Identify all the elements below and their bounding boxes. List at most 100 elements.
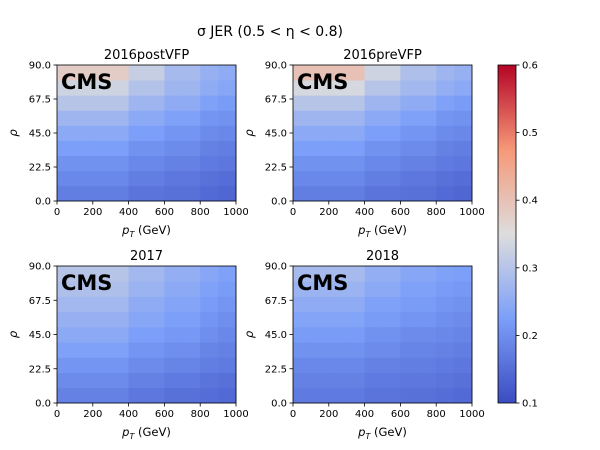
x-tick-label: 400 xyxy=(119,409,138,420)
heatmap-cell xyxy=(310,80,330,96)
heatmap-cell xyxy=(454,155,473,172)
heatmap-cell xyxy=(146,296,165,313)
heatmap-cell xyxy=(110,372,129,389)
y-tick-label: 45.0 xyxy=(265,330,287,341)
x-tick-label: 1000 xyxy=(459,207,484,218)
heatmap-cell xyxy=(436,342,455,358)
heatmap-cell xyxy=(200,140,219,157)
heatmap-cell xyxy=(200,296,219,313)
heatmap-cell xyxy=(74,311,94,328)
heatmap-cell xyxy=(92,140,112,157)
heatmap-cell xyxy=(346,110,365,126)
heatmap-cell xyxy=(364,387,383,404)
x-tick-label: 400 xyxy=(355,409,374,420)
x-tick-label: 0 xyxy=(290,207,296,218)
heatmap-cell xyxy=(418,155,437,172)
heatmap-cell xyxy=(57,185,76,202)
heatmap-cell xyxy=(128,372,147,389)
heatmap-cell xyxy=(328,281,348,297)
heatmap-cell xyxy=(382,357,401,373)
heatmap-cell xyxy=(110,281,129,297)
y-tick-label: 0.0 xyxy=(271,399,287,410)
heatmap-cell xyxy=(400,296,419,313)
heatmap-cell xyxy=(200,170,219,187)
heatmap-cell xyxy=(436,80,455,96)
heatmap-cell xyxy=(164,342,183,358)
heatmap-cell xyxy=(364,80,383,96)
cms-label: CMS xyxy=(61,70,112,94)
heatmap-cell xyxy=(293,80,312,96)
heatmap-cell xyxy=(310,266,330,282)
heatmap-cell xyxy=(182,80,201,96)
x-tick-label: 800 xyxy=(191,207,210,218)
x-tick-label: 1000 xyxy=(459,409,484,420)
heatmap-cell xyxy=(74,185,94,202)
heatmap-cell xyxy=(200,372,219,389)
heatmap-cell xyxy=(200,185,219,202)
heatmap-cell xyxy=(110,326,129,343)
heatmap-cell xyxy=(146,387,165,404)
heatmap-cell xyxy=(418,296,437,313)
heatmap-cell xyxy=(128,357,147,373)
heatmap-cell xyxy=(382,387,401,404)
heatmap-cell xyxy=(74,170,94,187)
heatmap-cell xyxy=(364,372,383,389)
y-tick-label: 45.0 xyxy=(29,330,51,341)
heatmap-cell xyxy=(218,311,237,328)
colorbar-gradient xyxy=(498,65,516,403)
heatmap-cell xyxy=(57,296,76,313)
heatmap-cell xyxy=(436,140,455,157)
heatmap-cell xyxy=(310,110,330,126)
heatmap-cell xyxy=(200,266,219,282)
heatmap-cell xyxy=(110,185,129,202)
heatmap-cell xyxy=(418,387,437,404)
y-tick-label: 45.0 xyxy=(265,129,287,140)
heatmap-cell xyxy=(418,65,437,81)
heatmap-cell xyxy=(436,266,455,282)
heatmap-cell xyxy=(74,296,94,313)
heatmap-cell xyxy=(364,311,383,328)
x-axis-label: pT (GeV) xyxy=(121,223,171,239)
heatmap-cell xyxy=(128,296,147,313)
heatmap-cell xyxy=(57,65,76,81)
heatmap-cell xyxy=(128,155,147,172)
heatmap-cell xyxy=(400,357,419,373)
heatmap-cell xyxy=(310,185,330,202)
heatmap-cell xyxy=(400,372,419,389)
heatmap-cell xyxy=(164,140,183,157)
heatmap-cell xyxy=(436,311,455,328)
heatmap-cell xyxy=(164,80,183,96)
heatmap-cell xyxy=(346,281,365,297)
heatmap-cell xyxy=(400,155,419,172)
heatmap-cell xyxy=(128,342,147,358)
heatmap-cell xyxy=(328,80,348,96)
heatmap-cell xyxy=(74,125,94,141)
heatmap-cell xyxy=(92,65,112,81)
panel-2016preVFP: 0 200 400 600 800 1000 0.0 22.5 45.0 67.5 90.0 2016… xyxy=(242,48,485,239)
x-tick-label: 800 xyxy=(427,409,446,420)
heatmap-cell xyxy=(454,125,473,141)
heatmap-cell xyxy=(346,140,365,157)
heatmap-cell xyxy=(382,296,401,313)
heatmap-cell xyxy=(328,311,348,328)
heatmap-cell xyxy=(110,95,129,111)
heatmap-cell xyxy=(310,140,330,157)
heatmap-cell xyxy=(328,140,348,157)
heatmap-cell xyxy=(146,281,165,297)
heatmap-cell xyxy=(146,372,165,389)
y-axis-label: ρ xyxy=(242,129,256,137)
heatmap-cell xyxy=(436,372,455,389)
heatmap-cell xyxy=(436,95,455,111)
heatmap-cell xyxy=(346,65,365,81)
heatmap-cell xyxy=(293,311,312,328)
heatmap-cell xyxy=(128,125,147,141)
heatmap-cell xyxy=(328,357,348,373)
heatmap-cell xyxy=(454,95,473,111)
heatmap-cell xyxy=(128,140,147,157)
heatmap-cell xyxy=(436,185,455,202)
heatmap-cell xyxy=(164,357,183,373)
heatmap-cell xyxy=(436,110,455,126)
heatmap-cell xyxy=(346,372,365,389)
heatmap-cell xyxy=(200,281,219,297)
heatmap-cell xyxy=(110,80,129,96)
